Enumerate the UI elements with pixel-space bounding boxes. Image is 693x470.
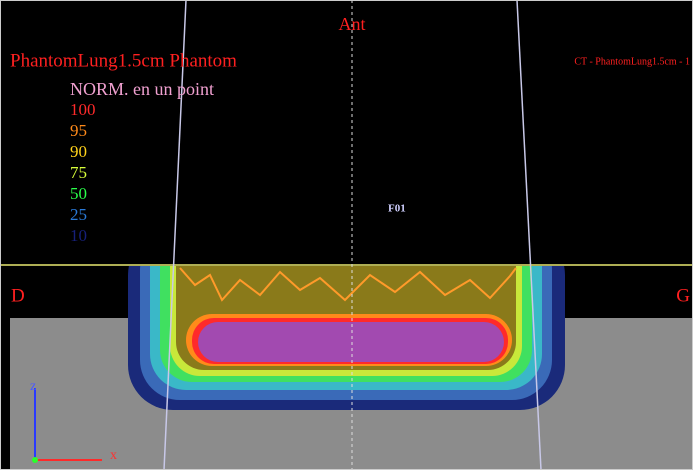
- axis-x-label: x: [110, 448, 117, 463]
- title: PhantomLung1.5cm Phantom: [10, 50, 237, 71]
- legend-level: 75: [70, 163, 87, 182]
- legend-level: 10: [70, 226, 87, 245]
- series-label: CT - PhantomLung1.5cm - 1: [574, 56, 690, 67]
- axis-z-label: z: [30, 379, 36, 394]
- axis-origin: [32, 457, 38, 463]
- left-label: D: [11, 285, 25, 306]
- legend-level: 95: [70, 121, 87, 140]
- orientation-label: Ant: [339, 14, 366, 34]
- dose-max: [198, 322, 504, 362]
- beam-label: F01: [388, 203, 406, 215]
- legend-level: 100: [70, 100, 96, 119]
- legend-level: 25: [70, 205, 87, 224]
- legend-level: 90: [70, 142, 87, 161]
- right-label: G: [676, 285, 690, 306]
- dose-view: Ant PhantomLung1.5cm Phantom CT - Phanto…: [0, 0, 693, 470]
- legend-heading: NORM. en un point: [70, 79, 214, 99]
- legend-level: 50: [70, 184, 87, 203]
